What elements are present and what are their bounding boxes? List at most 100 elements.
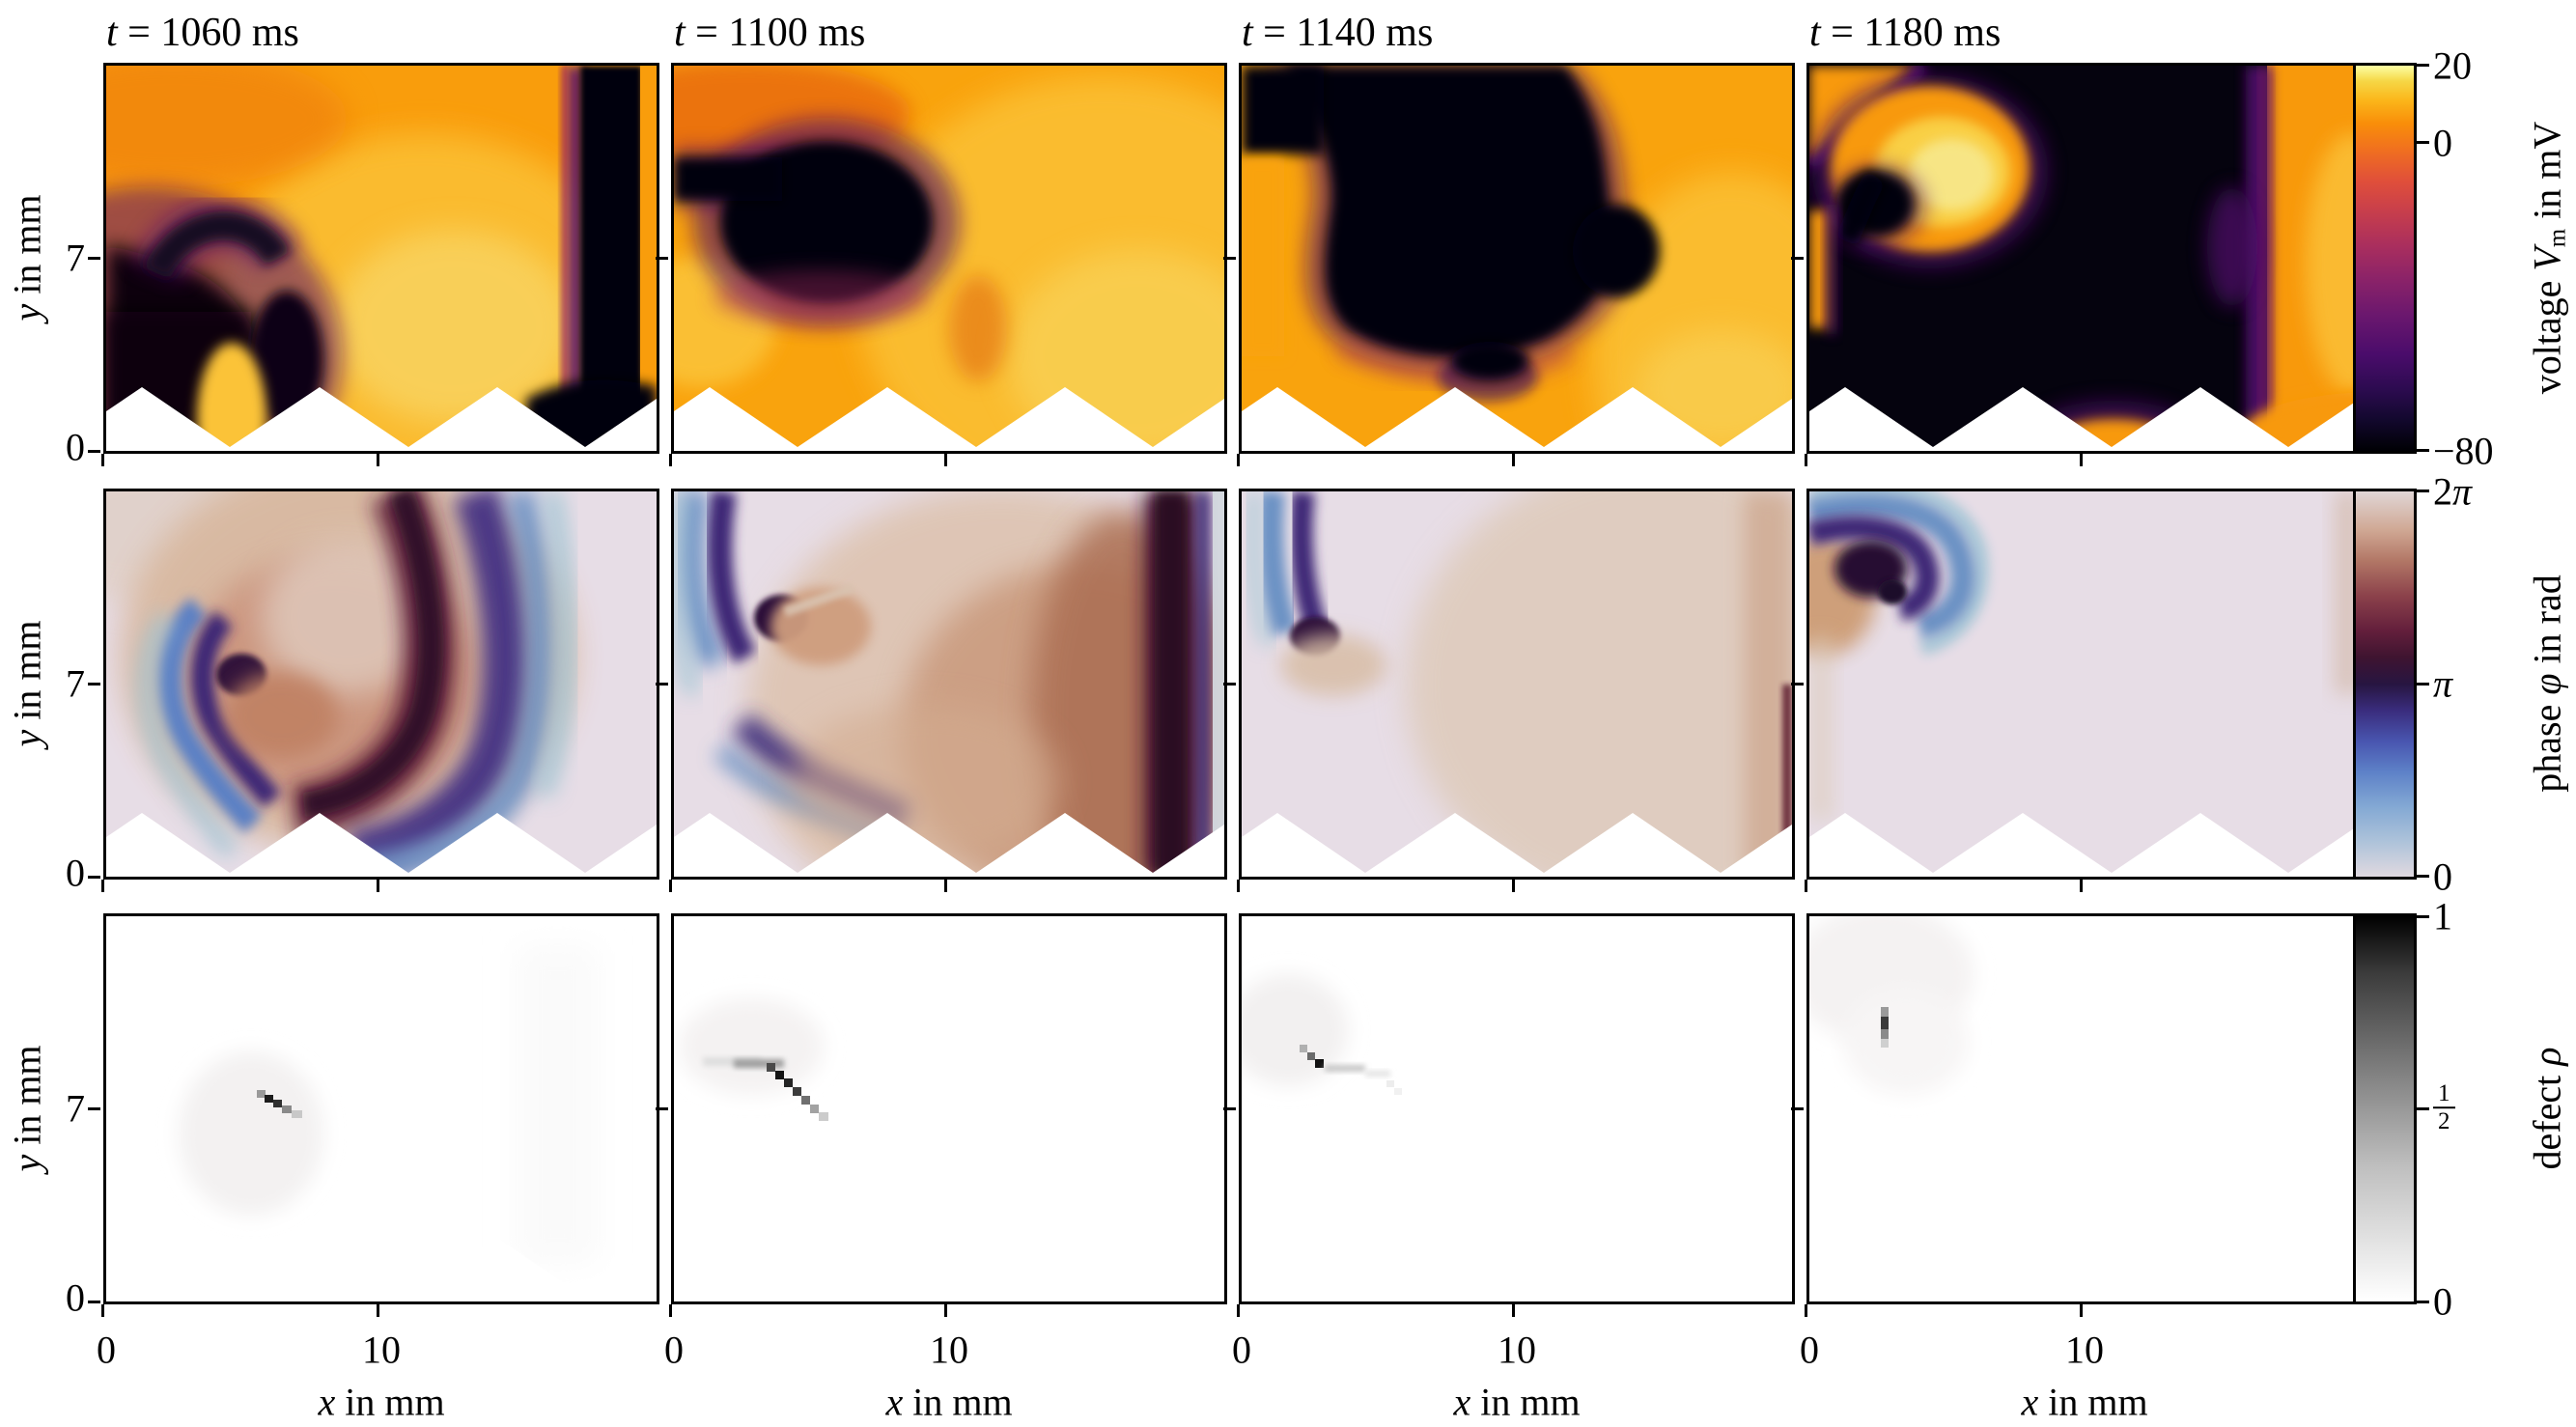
- heatmap-defect-t1140: [1242, 916, 1792, 1301]
- colorbar-voltage-gradient: [2356, 66, 2414, 451]
- x-axis-label-col4: x in mm: [2021, 1380, 2148, 1424]
- x-tick-mark: [669, 454, 672, 466]
- y-tick-mark: [1223, 1107, 1236, 1110]
- y-tick-mark: [88, 257, 100, 260]
- x-tick-mark: [1237, 454, 1240, 466]
- y-tick-mark: [1223, 257, 1236, 260]
- x-axis-label-col1: x in mm: [318, 1380, 445, 1424]
- y-tick-mark: [1791, 683, 1804, 686]
- colorbar-phase-gradient: [2356, 491, 2414, 877]
- y-tick-label-0-row3: 0: [66, 1275, 85, 1320]
- x-tick-mark: [101, 1304, 104, 1317]
- x-tick-mark: [2080, 454, 2083, 466]
- colorbar-defect-tick-1: 1: [2433, 894, 2452, 938]
- heatmap-phase-t1060: [106, 491, 657, 877]
- x-tick-label-10-col3: 10: [1498, 1328, 1536, 1372]
- x-tick-mark: [377, 1304, 379, 1317]
- panel-defect-t1140: [1223, 913, 1795, 1317]
- x-tick-label-0-col4: 0: [1800, 1328, 1819, 1372]
- colorbar-voltage-tick-20: 20: [2433, 43, 2472, 88]
- colorbar-phase-tick-2pi: 2π: [2433, 469, 2473, 514]
- heatmap-defect-t1180: [1809, 916, 2360, 1301]
- y-tick-mark: [656, 683, 668, 686]
- y-tick-mark: [88, 1107, 100, 1110]
- colorbar-voltage-label: voltage Vm in mV: [2525, 121, 2571, 395]
- y-tick-label-7-row2: 7: [66, 661, 85, 706]
- x-tick-mark: [944, 454, 947, 466]
- title-t1060: t = 1060 ms: [106, 11, 299, 55]
- y-tick-mark: [88, 683, 100, 686]
- panel-defect-t1100: [656, 913, 1227, 1317]
- colorbar-tick-mark: [2417, 683, 2429, 686]
- colorbar-tick-mark: [2417, 1301, 2429, 1303]
- x-tick-mark: [669, 880, 672, 892]
- y-tick-label-0-row1: 0: [66, 425, 85, 469]
- x-tick-mark: [1512, 880, 1515, 892]
- panel-voltage-t1100: [656, 63, 1227, 466]
- colorbar-tick-mark: [2417, 141, 2429, 144]
- panel-voltage-t1140: [1223, 63, 1795, 466]
- panel-phase-t1140: [1223, 489, 1795, 892]
- panel-defect-t1060: [88, 913, 659, 1317]
- x-tick-mark: [101, 454, 104, 466]
- y-tick-mark: [88, 876, 100, 879]
- colorbar-tick-mark: [2417, 64, 2429, 67]
- heatmap-defect-t1060: [106, 916, 657, 1301]
- x-tick-mark: [1805, 880, 1807, 892]
- x-tick-mark: [1512, 1304, 1515, 1317]
- x-tick-mark: [1805, 454, 1807, 466]
- colorbar-voltage: [2353, 63, 2417, 454]
- y-tick-mark: [1791, 1107, 1804, 1110]
- panel-phase-t1060: [88, 489, 659, 892]
- heatmap-phase-t1180: [1809, 491, 2360, 877]
- colorbar-defect-tick-0: 0: [2433, 1279, 2452, 1324]
- x-tick-label-10-col1: 10: [362, 1328, 401, 1372]
- x-tick-mark: [1805, 1304, 1807, 1317]
- y-tick-mark: [1791, 257, 1804, 260]
- x-tick-label-10-col2: 10: [930, 1328, 968, 1372]
- colorbar-tick-mark: [2417, 490, 2429, 492]
- y-tick-label-7-row1: 7: [66, 236, 85, 280]
- y-tick-mark: [656, 1107, 668, 1110]
- colorbar-voltage-tick-0: 0: [2433, 121, 2452, 165]
- colorbar-defect-label: defect ρ: [2525, 1047, 2569, 1170]
- x-tick-mark: [1237, 880, 1240, 892]
- x-tick-mark: [944, 1304, 947, 1317]
- x-tick-mark: [2080, 1304, 2083, 1317]
- panel-phase-t1180: [1791, 489, 2363, 892]
- x-axis-label-col3: x in mm: [1453, 1380, 1581, 1424]
- y-tick-mark: [88, 450, 100, 453]
- colorbar-phase-tick-0: 0: [2433, 854, 2452, 899]
- y-tick-label-0-row2: 0: [66, 851, 85, 895]
- x-tick-mark: [101, 880, 104, 892]
- y-tick-mark: [88, 1301, 100, 1303]
- panel-defect-t1180: [1791, 913, 2363, 1317]
- x-tick-mark: [669, 1304, 672, 1317]
- colorbar-phase-label: phase φ in rad: [2525, 574, 2569, 793]
- heatmap-defect-t1100: [674, 916, 1224, 1301]
- x-tick-mark: [377, 880, 379, 892]
- y-axis-label-row2: y in mm: [5, 620, 49, 747]
- colorbar-phase: [2353, 489, 2417, 880]
- x-tick-mark: [1512, 454, 1515, 466]
- title-t1180: t = 1180 ms: [1809, 11, 2002, 55]
- panel-voltage-t1060: [88, 63, 659, 466]
- colorbar-defect: [2353, 913, 2417, 1304]
- colorbar-tick-mark: [2417, 449, 2429, 452]
- y-axis-label-row3: y in mm: [5, 1045, 49, 1172]
- y-tick-label-7-row3: 7: [66, 1086, 85, 1131]
- x-tick-label-0-col2: 0: [664, 1328, 684, 1372]
- colorbar-phase-tick-pi: π: [2433, 661, 2453, 706]
- colorbar-voltage-tick-m80: −80: [2433, 429, 2494, 473]
- y-tick-mark: [656, 257, 668, 260]
- title-t1100: t = 1100 ms: [674, 11, 866, 55]
- heatmap-voltage-t1060: [106, 66, 657, 451]
- heatmap-phase-t1140: [1242, 491, 1792, 877]
- panel-voltage-t1180: [1791, 63, 2363, 466]
- x-axis-label-col2: x in mm: [885, 1380, 1013, 1424]
- x-tick-mark: [377, 454, 379, 466]
- y-axis-label-row1: y in mm: [5, 194, 49, 322]
- heatmap-voltage-t1180: [1809, 66, 2360, 451]
